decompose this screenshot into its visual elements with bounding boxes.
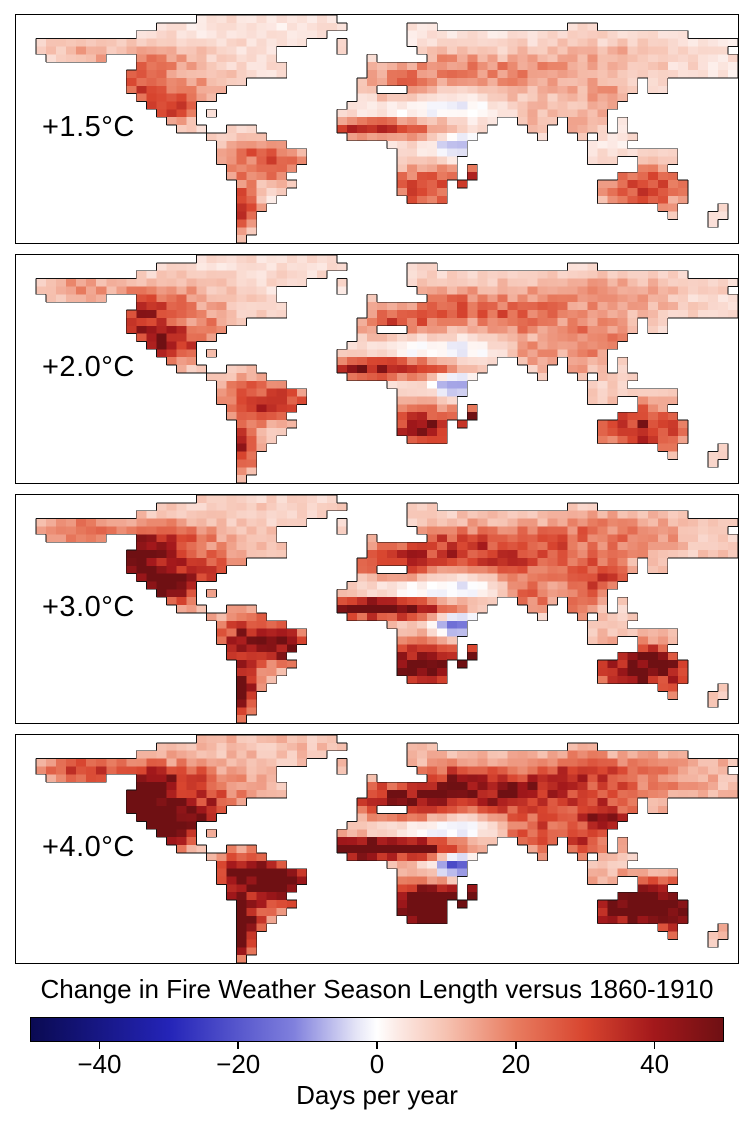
warming-level-label-4-0c: +4.0°C bbox=[42, 831, 135, 863]
map-panel-4-0c: +4.0°C bbox=[15, 734, 739, 964]
colorbar-gradient bbox=[30, 1017, 724, 1042]
colorbar-tick-label: 0 bbox=[369, 1049, 385, 1079]
world-map-3-0c bbox=[35, 495, 738, 723]
map-panel-1-5c: +1.5°C bbox=[15, 14, 739, 244]
colorbar-ticks: −40 −20 0 20 40 bbox=[30, 1042, 724, 1080]
world-map-4-0c bbox=[35, 735, 738, 963]
world-map-1-5c bbox=[35, 15, 738, 243]
colorbar: −40 −20 0 20 40 bbox=[30, 1017, 724, 1080]
colorbar-tick-label: 40 bbox=[640, 1049, 670, 1079]
colorbar-tick-label: −20 bbox=[216, 1049, 261, 1079]
fire-weather-figure: +1.5°C +2.0°C +3.0°C +4.0°C Change in Fi… bbox=[15, 14, 739, 1110]
map-panel-3-0c: +3.0°C bbox=[15, 494, 739, 724]
colorbar-tick-label: 20 bbox=[501, 1049, 531, 1079]
colorbar-title: Change in Fire Weather Season Length ver… bbox=[40, 974, 714, 1004]
warming-level-label-2-0c: +2.0°C bbox=[42, 351, 135, 383]
warming-level-label-1-5c: +1.5°C bbox=[42, 111, 135, 143]
colorbar-tick-label: −40 bbox=[77, 1049, 122, 1079]
world-map-2-0c bbox=[35, 255, 738, 483]
map-panel-2-0c: +2.0°C bbox=[15, 254, 739, 484]
warming-level-label-3-0c: +3.0°C bbox=[42, 591, 135, 623]
colorbar-units-label: Days per year bbox=[296, 1080, 458, 1110]
